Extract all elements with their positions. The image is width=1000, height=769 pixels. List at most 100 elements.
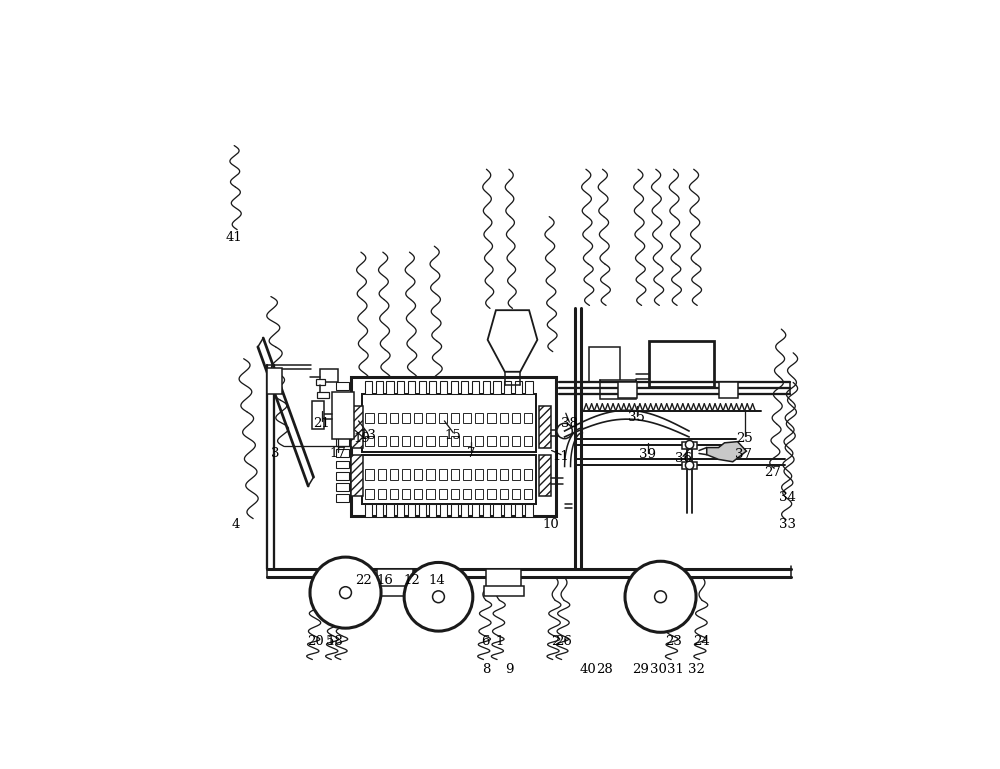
Text: 26: 26 <box>556 635 572 648</box>
Bar <box>378 489 386 499</box>
Bar <box>414 436 422 446</box>
Bar <box>336 461 349 468</box>
Bar <box>463 489 471 499</box>
Bar <box>487 413 496 423</box>
Text: 19: 19 <box>353 432 370 445</box>
Text: 23: 23 <box>665 635 682 648</box>
Bar <box>440 504 447 517</box>
Bar <box>377 569 413 587</box>
Text: 21: 21 <box>313 418 330 431</box>
Bar <box>390 413 398 423</box>
Circle shape <box>685 441 694 449</box>
Bar <box>451 436 459 446</box>
Bar <box>439 489 447 499</box>
Text: 38: 38 <box>561 418 578 431</box>
Bar <box>386 381 394 394</box>
Bar <box>419 504 426 517</box>
Bar <box>390 469 398 480</box>
Bar <box>486 569 521 587</box>
Bar <box>512 436 520 446</box>
Bar <box>515 381 522 394</box>
Bar <box>402 489 410 499</box>
Bar <box>375 585 415 595</box>
Bar <box>451 504 458 517</box>
Bar <box>487 489 496 499</box>
Bar <box>351 377 556 516</box>
Text: 13: 13 <box>359 429 376 442</box>
Bar <box>512 469 520 480</box>
Bar <box>365 381 372 394</box>
Text: 31: 31 <box>667 663 684 676</box>
Text: 10: 10 <box>543 518 559 531</box>
Bar <box>500 436 508 446</box>
Bar <box>378 436 386 446</box>
Bar <box>515 504 522 517</box>
Bar <box>463 469 471 480</box>
Text: 37: 37 <box>735 448 752 461</box>
Bar <box>525 381 533 394</box>
Text: 12: 12 <box>403 574 420 588</box>
Bar <box>483 504 490 517</box>
Circle shape <box>310 557 381 628</box>
Text: 7: 7 <box>467 447 475 460</box>
Bar <box>402 413 410 423</box>
Bar <box>365 413 374 423</box>
Bar <box>475 489 483 499</box>
Bar <box>336 472 349 480</box>
Bar <box>451 413 459 423</box>
Polygon shape <box>488 310 537 371</box>
Bar <box>493 381 501 394</box>
Bar <box>426 413 435 423</box>
Bar <box>600 380 636 399</box>
Bar <box>378 469 386 480</box>
Text: 16: 16 <box>377 574 394 588</box>
Text: 40: 40 <box>580 663 597 676</box>
Bar <box>539 454 551 496</box>
Bar <box>336 427 349 434</box>
Bar <box>475 413 483 423</box>
Text: 34: 34 <box>779 491 796 504</box>
Bar <box>390 436 398 446</box>
Circle shape <box>557 423 572 438</box>
Bar <box>390 489 398 499</box>
Bar <box>475 469 483 480</box>
Bar <box>426 489 435 499</box>
Text: 24: 24 <box>694 635 710 648</box>
Bar <box>402 469 410 480</box>
Text: 15: 15 <box>445 429 462 442</box>
Bar <box>500 489 508 499</box>
Bar <box>336 415 349 423</box>
Bar <box>504 504 511 517</box>
Bar <box>362 394 536 452</box>
Bar <box>500 469 508 480</box>
Text: 27: 27 <box>765 466 781 479</box>
Text: 30: 30 <box>650 663 667 676</box>
Bar <box>440 381 447 394</box>
Bar <box>414 469 422 480</box>
Text: 8: 8 <box>482 663 490 676</box>
Text: 5: 5 <box>326 635 334 648</box>
Bar <box>386 504 394 517</box>
Bar <box>524 436 532 446</box>
Text: 33: 33 <box>779 518 796 531</box>
Bar <box>316 379 325 385</box>
Bar <box>512 489 520 499</box>
Text: 39: 39 <box>639 448 656 461</box>
Bar <box>378 413 386 423</box>
Bar <box>267 368 282 394</box>
Bar <box>483 381 490 394</box>
Bar <box>429 381 436 394</box>
Text: 18: 18 <box>326 635 343 648</box>
Bar <box>365 469 374 480</box>
Bar <box>376 381 383 394</box>
Bar <box>682 441 697 449</box>
Bar <box>472 504 479 517</box>
Bar <box>451 469 459 480</box>
Bar <box>365 489 374 499</box>
Circle shape <box>655 591 666 603</box>
Bar <box>618 382 637 398</box>
Bar <box>484 585 524 595</box>
Polygon shape <box>707 441 746 461</box>
Bar <box>461 504 468 517</box>
Bar <box>336 438 349 446</box>
